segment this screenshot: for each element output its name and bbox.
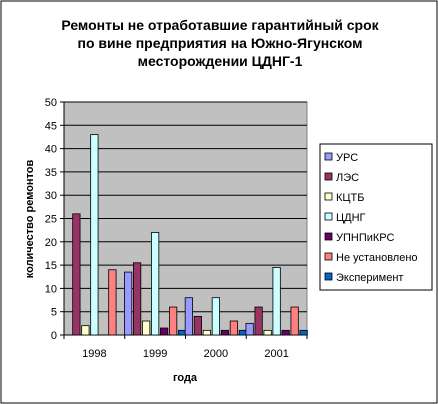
bar	[299, 329, 308, 336]
bar	[220, 329, 229, 336]
legend-label: Эксперимент	[336, 272, 403, 284]
legend-label: ЛЭС	[336, 172, 359, 184]
bar	[160, 327, 169, 336]
bar	[238, 329, 247, 336]
bar	[81, 325, 90, 336]
y-tick-label: 30	[45, 190, 57, 202]
plot-area	[63, 101, 308, 336]
x-tick-label: 2001	[264, 348, 288, 360]
bar	[211, 297, 220, 336]
chart-title-line-2: по вине предприятия на Южно-Ягунском	[77, 35, 362, 51]
y-tick-label: 25	[45, 214, 57, 226]
bar	[108, 269, 117, 336]
legend-label: УРС	[336, 152, 358, 164]
chart-title-line-3: месторождении ЦДНГ-1	[138, 53, 303, 69]
bar	[72, 213, 81, 336]
bar	[272, 267, 281, 336]
legend-swatch	[324, 172, 333, 181]
x-tick-label: 1999	[143, 348, 167, 360]
legend-label: УПНПиКРС	[336, 232, 395, 244]
legend-swatch	[324, 232, 333, 241]
y-tick-label: 0	[51, 330, 57, 342]
bar	[202, 329, 211, 336]
bar	[184, 297, 193, 336]
bar	[169, 306, 178, 336]
y-tick-label: 10	[45, 283, 57, 295]
legend-label: Не установлено	[336, 252, 418, 264]
bar	[290, 306, 299, 336]
y-tick-label: 50	[45, 97, 57, 109]
legend-box	[319, 143, 433, 291]
legend-swatch	[324, 152, 333, 161]
legend-swatch	[324, 212, 333, 221]
legend-swatch	[324, 252, 333, 261]
legend: УРС ЛЭС КЦТБ ЦДНГ УПНПиКРС Не установлено Эксп…	[319, 143, 433, 291]
bar	[90, 134, 99, 336]
bar	[245, 322, 254, 336]
legend-label: КЦТБ	[336, 192, 364, 204]
bar	[142, 320, 151, 336]
bar	[178, 329, 187, 336]
y-axis-title: количество ремонтов	[24, 159, 36, 278]
x-tick-label: 1998	[82, 348, 106, 360]
bar	[281, 329, 290, 336]
x-axis-title: года	[173, 372, 198, 384]
bar	[124, 271, 133, 336]
y-tick-label: 20	[45, 237, 57, 249]
y-tick-label: 35	[45, 167, 57, 179]
bar	[151, 232, 160, 336]
legend-label: ЦДНГ	[336, 212, 366, 224]
bar	[133, 262, 142, 336]
y-tick-label: 15	[45, 260, 57, 272]
x-tick-label: 2000	[204, 348, 228, 360]
y-tick-label: 40	[45, 144, 57, 156]
bar	[263, 329, 272, 336]
bar	[254, 306, 263, 336]
bar	[229, 320, 238, 336]
y-tick-label: 45	[45, 120, 57, 132]
bars	[72, 134, 308, 336]
y-tick-label: 5	[51, 307, 57, 319]
bar	[193, 315, 202, 336]
legend-swatch	[324, 272, 333, 281]
legend-swatch	[324, 192, 333, 201]
chart-title-line-1: Ремонты не отработавшие гарантийный срок	[61, 17, 379, 33]
